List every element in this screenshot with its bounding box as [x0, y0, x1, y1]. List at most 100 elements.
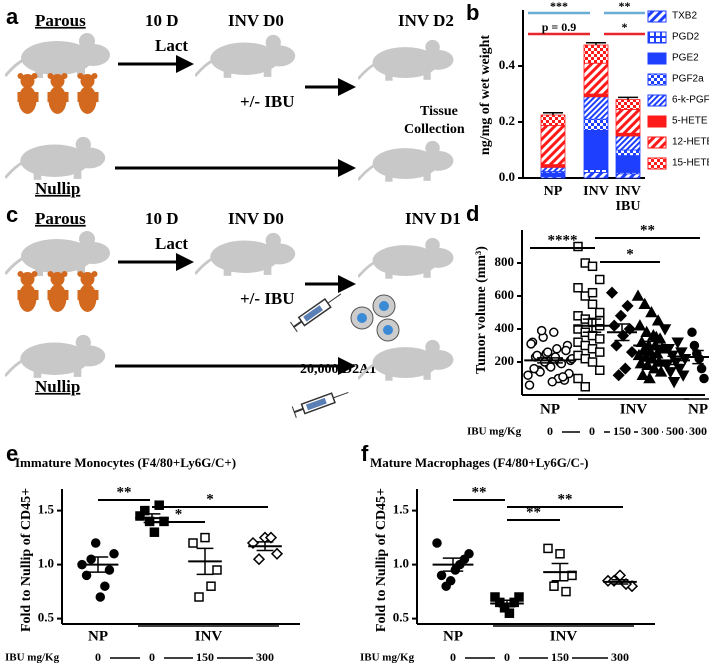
x-tick-label: 300: [256, 650, 274, 664]
legend-label: 12-HETE: [672, 137, 709, 148]
data-point: [639, 350, 652, 362]
injection-label: 20,000 D2A1: [300, 362, 376, 377]
data-point: [561, 586, 571, 597]
data-point: [587, 287, 598, 298]
panel-label: b: [466, 0, 479, 25]
data-point: [100, 581, 110, 591]
bar-segment: [583, 96, 609, 120]
data-point: [529, 363, 539, 374]
mouse-icon: [5, 135, 107, 180]
mouse-icon: [5, 31, 112, 78]
x-tick-label: 0: [95, 650, 101, 664]
error-bar: [614, 323, 630, 342]
step-label: INV D1: [405, 209, 461, 228]
error-bar: [537, 357, 563, 364]
endpoint-label: Tissue: [420, 104, 458, 119]
y-tick-label: 200: [495, 353, 515, 368]
data-point: [555, 549, 565, 559]
data-point: [154, 500, 164, 510]
y-tick-label: 600: [495, 287, 515, 302]
data-point: [658, 324, 672, 336]
bar-segment: [540, 164, 566, 168]
x-tick-label: 0: [149, 650, 155, 664]
data-point: [605, 286, 619, 299]
group-label: NP: [443, 628, 463, 644]
group-label: INV: [195, 628, 223, 644]
y-tick-label: 1.5: [38, 502, 55, 517]
control-label: Nullip: [35, 377, 80, 396]
mouse-icon: [5, 229, 112, 276]
data-point: [667, 377, 681, 389]
data-point: [200, 532, 210, 543]
error-bar: [611, 578, 629, 585]
y-tick-label: 1.0: [38, 556, 54, 571]
data-point: [634, 357, 648, 369]
x-tick-label: IBU: [616, 199, 641, 214]
data-point: [206, 581, 216, 591]
data-point: [580, 382, 591, 392]
pup-icon: [77, 271, 99, 312]
y-tick-label: 400: [495, 320, 515, 335]
panel-a: a Parous 10 D Lact INV D0 +/- IBU INV D2…: [5, 4, 465, 198]
legend-label: PGE2: [672, 53, 699, 64]
dose-axis-label: IBU mg/Kg: [467, 426, 522, 438]
bar-segment: [615, 99, 641, 110]
data-point: [631, 289, 645, 301]
data-point: [664, 367, 677, 379]
data-point: [514, 592, 524, 602]
legend-swatch: [647, 115, 667, 128]
bar-segment: [615, 109, 641, 134]
data-point: [140, 505, 150, 516]
control-label: Nullip: [35, 179, 80, 198]
mouse-icon: [195, 231, 297, 276]
error-bar: [641, 340, 659, 351]
pup-icon: [17, 73, 39, 114]
data-point: [441, 581, 451, 591]
error-bar: [618, 96, 638, 100]
data-point: [90, 538, 101, 548]
data-point: [504, 608, 515, 618]
data-point: [81, 570, 92, 581]
data-point: [671, 337, 685, 349]
y-tick-label: 0.5: [393, 610, 410, 625]
significance-label: p = 0.9: [542, 20, 577, 34]
data-point: [595, 347, 605, 357]
legend-label: 6-k-PGF1a: [672, 95, 709, 106]
data-point: [149, 527, 160, 537]
data-point: [587, 261, 598, 272]
significance-label: *: [175, 506, 183, 522]
mouse-icon: [358, 38, 455, 81]
data-point: [543, 543, 553, 554]
data-point: [694, 353, 704, 364]
significance-label: **: [526, 504, 541, 520]
data-point: [636, 368, 650, 380]
step-label: INV D0: [228, 209, 284, 228]
x-tick-label: 0: [547, 424, 553, 438]
data-point: [638, 297, 651, 309]
data-point: [610, 339, 623, 352]
x-tick-label: 300: [689, 424, 707, 438]
bar-segment: [583, 118, 609, 131]
data-point: [699, 373, 709, 384]
data-point: [552, 344, 562, 354]
chart-title: Mature Macrophages (F4/80+Ly6G/C-): [370, 455, 589, 470]
data-point: [595, 365, 605, 375]
group-label: NP: [88, 628, 108, 644]
data-point: [436, 570, 447, 581]
x-tick-label: NP: [544, 184, 563, 199]
bar-segment: [583, 169, 609, 173]
data-point: [612, 369, 625, 382]
data-point: [270, 547, 284, 560]
y-axis-label: ng/mg of wet weight: [478, 35, 493, 155]
x-tick-label: 0: [589, 424, 595, 438]
cells-icon: [350, 294, 400, 342]
chart-title: Immature Monocytes (F4/80+Ly6G/C+): [15, 455, 236, 470]
data-point: [654, 365, 668, 377]
significance-label: *: [206, 491, 214, 507]
error-bar: [87, 556, 109, 573]
bar-segment: [583, 62, 609, 95]
bar-segment: [615, 132, 641, 137]
significance-label: **: [619, 0, 631, 13]
legend-swatch: [647, 94, 667, 107]
